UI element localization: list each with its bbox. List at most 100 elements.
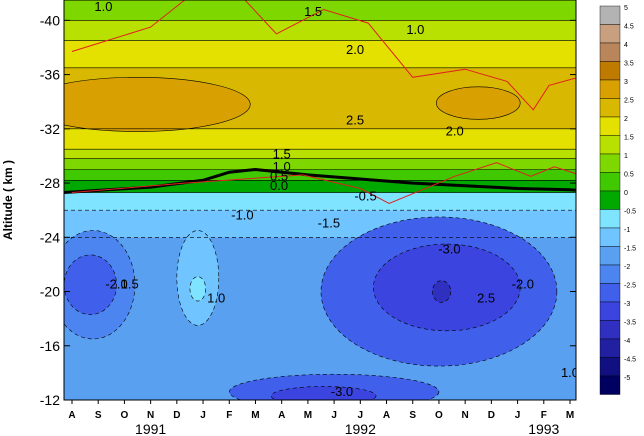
colorbar-label-2: 4 (624, 42, 628, 49)
colorbar-swatch-2 (599, 42, 621, 62)
contour-label-12: -1.5 (318, 216, 340, 231)
x-tick-label-6: F (226, 410, 232, 421)
contour-band-5 (64, 149, 576, 159)
contour-region-2 (432, 280, 452, 303)
contour-region-8 (189, 276, 206, 302)
x-tick-label-3: N (147, 410, 154, 421)
contour-region-10 (436, 86, 521, 120)
contour-labels: 1.0 1.51.02.02.52.01.51.00.50.0-0.5-1.0-1… (94, 0, 579, 399)
contour-label-14: 1.5 (121, 277, 139, 292)
y-tick-label-7: -12 (40, 392, 60, 408)
x-year-label-0: 1991 (135, 421, 166, 436)
colorbar-label-9: 0.5 (624, 172, 634, 179)
y-axis: -40 -36 -32 -28 -24 -20 -16 -12 (40, 12, 576, 408)
x-tick-label-19: M (566, 410, 574, 421)
colorbar-swatch-20 (599, 375, 621, 395)
colorbar-label-1: 4.5 (624, 24, 634, 31)
colorbar-swatch-4 (599, 79, 621, 99)
contour-label-18: -2.0 (512, 277, 534, 292)
x-year-label-2: 1993 (528, 421, 559, 436)
contour-label-1: 1.5 (304, 4, 322, 19)
colorbar-label-14: -2 (624, 264, 630, 271)
x-year-label-1: 1992 (345, 421, 376, 436)
red-line-2 (71, 162, 576, 204)
contour-label-2: 1.0 (406, 22, 424, 37)
colorbar-label-16: -3 (624, 301, 630, 308)
plot-area (64, 0, 576, 400)
colorbar-swatch-6 (599, 116, 621, 136)
contour-band-9 (64, 192, 576, 211)
x-tick-label-14: O (435, 410, 443, 421)
contour-lines (64, 0, 576, 400)
contour-band-4 (64, 128, 576, 150)
colorbar-swatch-0 (599, 5, 621, 25)
x-tick-label-5: J (200, 410, 206, 421)
contour-label-15: 1.0 (207, 290, 225, 305)
y-tick-label-0: -40 (40, 12, 60, 28)
colorbar-label-19: -4.5 (624, 357, 636, 364)
zero-contour-line (64, 167, 576, 194)
colorbar-label-7: 1.5 (624, 135, 634, 142)
x-tick-label-7: M (251, 410, 259, 421)
red-line-0 (71, 0, 186, 52)
contour-label-20: 1.0 (561, 365, 579, 380)
contour-label-13: -2.0 (105, 277, 127, 292)
contour-region-9 (64, 76, 251, 132)
colorbar-swatch-18 (599, 338, 621, 358)
y-tick-label-4: -24 (40, 229, 60, 245)
y-tick-label-6: -16 (40, 338, 60, 354)
contour-band-2 (64, 40, 576, 68)
x-tick-label-0: A (68, 410, 75, 421)
colorbar-swatch-11 (599, 209, 621, 229)
x-tick-label-1: S (95, 410, 102, 421)
contour-label-8: 0.5 (270, 168, 288, 183)
x-tick-label-16: D (488, 410, 495, 421)
colorbar-swatch-17 (599, 320, 621, 340)
colorbar-swatch-14 (599, 264, 621, 284)
y-tick-label-3: -28 (40, 175, 60, 191)
contour-label-16: -3.0 (438, 241, 460, 256)
colorbar-label-4: 3 (624, 79, 628, 86)
contour-label-10: -0.5 (354, 189, 376, 204)
colorbar-swatch-3 (599, 61, 621, 81)
contour-region-6 (270, 386, 377, 400)
x-tick-label-2: O (121, 410, 129, 421)
colorbar-label-12: -1 (624, 227, 630, 234)
colorbar-label-18: -4 (624, 338, 630, 345)
colorbar-label-0: 5 (624, 5, 628, 12)
y-tick-label-5: -20 (40, 284, 60, 300)
contour-band-0 (64, 0, 576, 21)
x-tick-label-4: D (173, 410, 180, 421)
contour-label-4: 2.5 (346, 113, 364, 128)
colorbar-swatch-5 (599, 98, 621, 118)
colorbar-swatch-12 (599, 227, 621, 247)
contour-band-6 (64, 158, 576, 170)
colorbar-swatch-10 (599, 190, 621, 210)
colorbar-swatch-8 (599, 153, 621, 173)
colorbar-label-6: 2 (624, 116, 628, 123)
contour-band-8 (64, 180, 576, 193)
x-tick-label-12: A (383, 410, 390, 421)
colorbar-label-15: -2.5 (624, 283, 636, 290)
colorbar-label-17: -3.5 (624, 320, 636, 327)
colorbar-label-5: 2.5 (624, 98, 634, 105)
contour-label-0: 1.0 (94, 0, 112, 14)
y-tick-label-1: -36 (40, 67, 60, 83)
colorbar-swatch-9 (599, 172, 621, 192)
colorbar-label-20: -5 (624, 375, 630, 382)
contour-band-1 (64, 20, 576, 41)
colorbar-swatch-7 (599, 135, 621, 155)
contour-label-5: 2.0 (446, 124, 464, 139)
contour-label-9: 0.0 (270, 178, 288, 193)
y-axis-label: Altitude ( km ) (1, 160, 15, 240)
colorbar-swatch-16 (599, 301, 621, 321)
contour-label-7: 1.0 (273, 159, 291, 174)
x-tick-label-13: S (409, 410, 416, 421)
contour-label-19: -3.0 (331, 384, 353, 399)
x-tick-label-18: F (541, 410, 547, 421)
x-tick-label-10: J (331, 410, 337, 421)
x-tick-label-8: A (278, 410, 285, 421)
colorbar-swatch-13 (599, 246, 621, 266)
red-line-1 (244, 0, 576, 111)
